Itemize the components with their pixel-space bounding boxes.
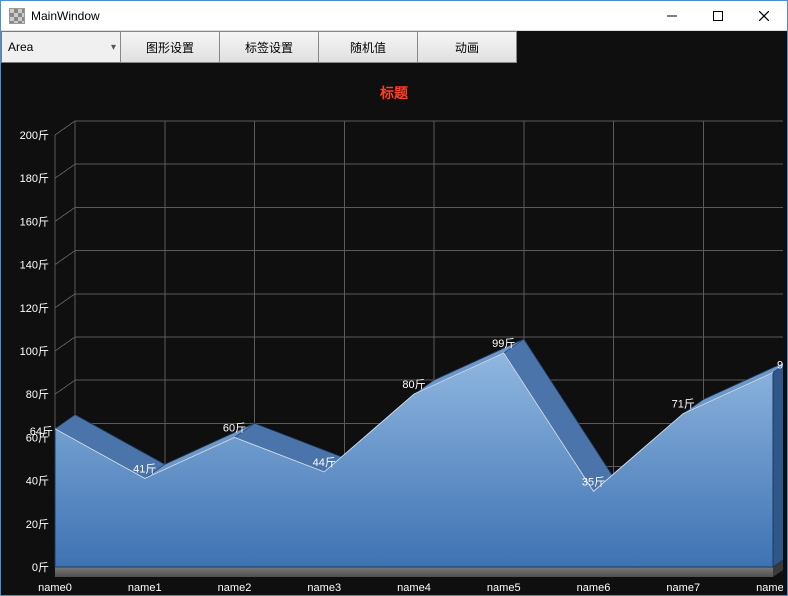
- app-icon: [9, 8, 25, 24]
- svg-text:120斤: 120斤: [20, 302, 49, 315]
- svg-text:name3: name3: [307, 582, 341, 591]
- svg-text:20斤: 20斤: [26, 518, 49, 531]
- svg-text:name5: name5: [487, 582, 521, 591]
- shape-settings-button[interactable]: 图形设置: [120, 31, 220, 63]
- svg-text:name8: name8: [756, 582, 783, 591]
- chart-svg: 0斤 20斤 40斤 60斤 80斤 100斤 120斤 140斤 160斤 180斤 200斤 64…: [5, 105, 783, 591]
- button-label: 动画: [455, 39, 479, 56]
- svg-text:200斤: 200斤: [20, 129, 49, 142]
- svg-text:99斤: 99斤: [492, 337, 515, 350]
- svg-text:41斤: 41斤: [133, 462, 156, 475]
- svg-text:180斤: 180斤: [20, 172, 49, 185]
- minimize-button[interactable]: [649, 1, 695, 31]
- svg-text:name0: name0: [38, 582, 72, 591]
- combo-value: Area: [8, 40, 33, 54]
- button-label: 图形设置: [146, 39, 194, 56]
- svg-text:40斤: 40斤: [26, 475, 49, 488]
- svg-text:44斤: 44斤: [313, 456, 336, 469]
- titlebar: MainWindow: [1, 1, 787, 31]
- svg-text:71斤: 71斤: [672, 398, 695, 411]
- window-title: MainWindow: [31, 9, 100, 23]
- svg-text:64斤: 64斤: [30, 425, 53, 438]
- svg-text:90斤: 90斤: [777, 359, 783, 372]
- svg-text:name6: name6: [577, 582, 611, 591]
- main-window: MainWindow Area ▾ 图形设置 标签设置 随机值 动画 标题 0斤…: [0, 0, 788, 596]
- client-area: Area ▾ 图形设置 标签设置 随机值 动画 标题 0斤 20斤 40斤 60斤 80…: [1, 31, 787, 595]
- chevron-down-icon: ▾: [111, 42, 116, 53]
- svg-text:name7: name7: [666, 582, 700, 591]
- close-button[interactable]: [741, 1, 787, 31]
- chart-title: 标题: [1, 83, 787, 103]
- svg-text:name2: name2: [218, 582, 252, 591]
- svg-text:name4: name4: [397, 582, 431, 591]
- svg-text:160斤: 160斤: [20, 215, 49, 228]
- svg-text:name1: name1: [128, 582, 162, 591]
- svg-text:80斤: 80斤: [402, 378, 425, 391]
- svg-text:0斤: 0斤: [32, 561, 49, 574]
- svg-text:60斤: 60斤: [223, 421, 246, 434]
- toolbar: Area ▾ 图形设置 标签设置 随机值 动画: [1, 31, 517, 63]
- chart: 0斤 20斤 40斤 60斤 80斤 100斤 120斤 140斤 160斤 180斤 200斤 64…: [5, 105, 783, 591]
- random-value-button[interactable]: 随机值: [318, 31, 418, 63]
- svg-text:100斤: 100斤: [20, 345, 49, 358]
- svg-text:35斤: 35斤: [582, 475, 605, 488]
- label-settings-button[interactable]: 标签设置: [219, 31, 319, 63]
- svg-text:80斤: 80斤: [26, 388, 49, 401]
- chart-type-combo[interactable]: Area ▾: [1, 31, 121, 63]
- maximize-button[interactable]: [695, 1, 741, 31]
- button-label: 标签设置: [245, 39, 293, 56]
- animation-button[interactable]: 动画: [417, 31, 517, 63]
- button-label: 随机值: [350, 39, 386, 56]
- svg-text:140斤: 140斤: [20, 259, 49, 272]
